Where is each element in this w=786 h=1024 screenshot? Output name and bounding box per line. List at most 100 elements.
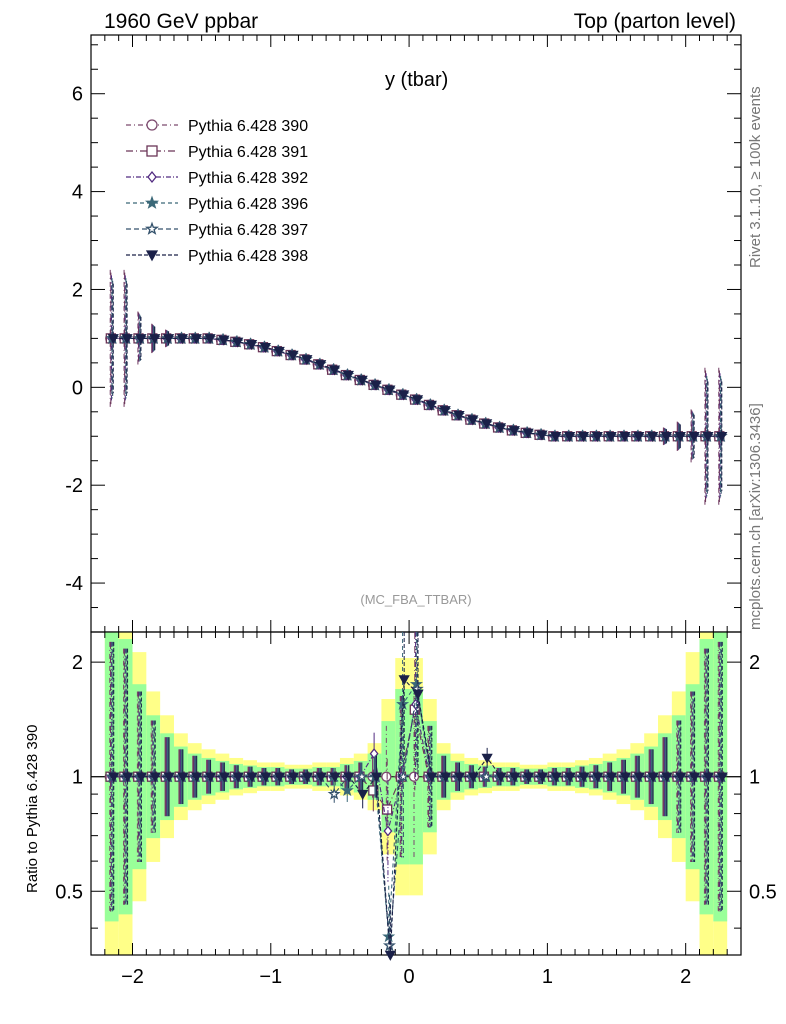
data-point [146,119,158,131]
data-point [144,221,160,235]
data-point [479,769,493,783]
ratio-plot-panel: 0.5 0.5 1 1 2 2 −2 −1 0 1 2 Ratio to Pythia 6.428 … [24,631,777,988]
series-390 [105,269,724,505]
data-point [121,772,134,783]
series-398 [107,283,728,492]
process-title: Top (parton level) [574,10,736,33]
data-point [440,772,452,783]
data-point [232,337,244,348]
data-point [592,772,604,783]
data-point [370,380,382,391]
y-tick-label: 0 [72,377,83,399]
data-point [522,428,534,439]
data-point [509,772,521,783]
y-tick-label: 2 [72,652,83,674]
data-point [357,789,369,800]
series-line [113,337,722,437]
data-point [619,772,632,783]
data-point [661,772,673,783]
data-point [702,432,714,443]
data-point [121,334,133,345]
series-392 [107,275,725,500]
data-point [688,772,701,783]
x-tick-label: 0 [404,966,415,988]
data-point [381,771,392,782]
data-point [204,772,217,783]
data-point [564,432,576,443]
data-point [508,426,520,437]
data-point [453,410,465,422]
data-point [163,772,175,783]
data-point [145,250,159,262]
data-point [605,432,617,443]
data-point [370,772,383,783]
data-point [577,432,590,443]
series-line [110,337,719,437]
data-point [301,355,313,366]
data-point [218,772,230,783]
mcplots-credit-text: mcplots.cern.ch [arXiv:1306.3436] [747,403,764,630]
y-tick-label-right: 1 [749,767,760,789]
data-point [287,350,299,361]
main-plot-panel: -4 -2 0 2 4 6 y (tbar) (MC_FBA_TTBAR) Pythia … [65,34,742,633]
data-point [287,772,300,783]
series-391 [105,272,725,503]
data-point [536,430,548,441]
data-point [147,170,157,184]
series-line [111,337,720,437]
data-point [398,675,410,686]
data-point [426,772,438,783]
x-tick-label: −2 [121,966,144,988]
data-point [536,772,549,783]
energy-title: 1960 GeV ppbar [104,10,258,33]
data-point [702,772,715,783]
data-point [135,334,147,345]
data-point [425,400,437,411]
x-tick-label: 2 [680,966,691,988]
data-point [176,334,188,345]
data-point [688,432,700,443]
data-point [550,432,562,443]
data-point [439,406,451,417]
data-point [301,772,313,783]
data-point [408,771,420,782]
data-point [259,342,271,354]
y-tick-label: 6 [72,84,83,106]
data-point [453,772,466,783]
plot-title: y (tbar) [385,69,448,91]
data-point [578,772,590,783]
data-point [384,950,396,961]
series-396 [105,278,728,497]
y-tick-label: -2 [65,475,83,497]
data-point [467,772,479,783]
data-point [495,772,507,783]
analysis-tag: (MC_FBA_TTBAR) [360,592,471,607]
data-point [315,772,327,783]
legend-label: Pythia 6.428 396 [188,196,308,213]
data-point [381,804,393,815]
data-point [398,390,410,401]
data-point [328,365,341,376]
data-point [716,432,728,443]
data-point [177,772,189,783]
y-tick-label-right: 0.5 [749,881,777,903]
data-point [355,769,369,783]
ratio-plot-series [104,632,729,961]
data-point [162,334,175,345]
data-point [591,432,603,443]
data-point [384,385,396,396]
data-point [633,432,645,443]
legend-label: Pythia 6.428 390 [188,118,308,135]
data-point [550,772,562,783]
data-point [340,783,354,797]
series-397 [106,280,728,494]
data-point [368,785,379,796]
data-point [647,432,659,443]
rivet-version-text: Rivet 3.1.10, ≥ 100k events [747,86,764,268]
legend: Pythia 6.428 390 Pythia 6.428 391 Pythia 6… [126,118,308,265]
y-tick-label: 1 [72,767,83,789]
data-point [149,334,161,345]
data-point [411,698,421,710]
data-point [260,772,272,783]
